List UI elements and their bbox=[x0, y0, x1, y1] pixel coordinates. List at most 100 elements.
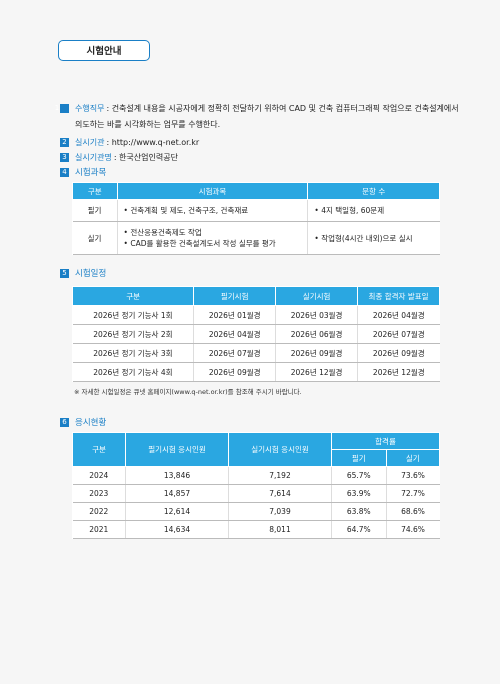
cell: 74.6% bbox=[385, 520, 440, 539]
row: 2026년 정기 기능사 2회 2026년 04월경 2026년 06월경 2026년… bbox=[72, 324, 440, 344]
row: 2026년 정기 기능사 4회 2026년 09월경 2026년 12월경 2026년… bbox=[72, 362, 440, 382]
info-label: 실시기관 bbox=[75, 138, 105, 147]
cell: 실기 bbox=[72, 221, 118, 255]
page-title: 시험안내 bbox=[58, 40, 150, 61]
header-cell: 필기 bbox=[331, 449, 387, 467]
cell: 65.7% bbox=[331, 466, 387, 485]
info-text: : http://www.q-net.or.kr bbox=[106, 138, 200, 147]
header-cell: 구분 bbox=[72, 182, 118, 200]
section-heading: 5 시험일정 bbox=[60, 266, 445, 282]
cell: 2026년 09월경 bbox=[193, 362, 276, 382]
info-item: 2 실시기관: http://www.q-net.or.kr bbox=[60, 135, 445, 151]
cell: 7,039 bbox=[228, 502, 332, 521]
header-cell: 최종 합격자 발표일 bbox=[357, 286, 440, 306]
info-item: 1 수행직무: 건축설계 내용을 시공자에게 정확히 전달하기 위하여 CAD 및… bbox=[55, 101, 460, 133]
cell: 14,857 bbox=[125, 484, 229, 503]
badge: 5 bbox=[60, 269, 69, 278]
section-title: 응시현황 bbox=[75, 418, 107, 428]
cell: 2026년 03월경 bbox=[275, 305, 358, 325]
cell: 2026년 09월경 bbox=[275, 343, 358, 363]
badge: 3 bbox=[60, 153, 69, 162]
cell: 2026년 04월경 bbox=[357, 305, 440, 325]
cell: 8,011 bbox=[228, 520, 332, 539]
badge: 6 bbox=[60, 418, 69, 427]
cell: 2026년 07월경 bbox=[357, 324, 440, 344]
cell: 7,192 bbox=[228, 466, 332, 485]
row: 2026년 정기 기능사 1회 2026년 01월경 2026년 03월경 2026년… bbox=[72, 305, 440, 325]
cell: 2021 bbox=[72, 520, 126, 539]
cell-line: • 건축계획 및 제도, 건축구조, 건축재료 bbox=[123, 206, 249, 215]
info-text: : 건축설계 내용을 시공자에게 정확히 전달하기 위하여 CAD 및 건축 컴… bbox=[75, 104, 459, 129]
row: 실기 • 전산응용건축제도 작업 • CAD를 활용한 건축설계도서 작성 실무를 … bbox=[72, 221, 440, 255]
row: 2021 14,634 8,011 64.7% 74.6% bbox=[72, 520, 440, 539]
cell: • 건축계획 및 제도, 건축구조, 건축재료 bbox=[116, 199, 308, 222]
cell: 2026년 04월경 bbox=[193, 324, 276, 344]
cell: 68.6% bbox=[385, 502, 440, 521]
header-row: 구분 필기시험 응시인원 실기시험 응시인원 합격률 bbox=[72, 432, 440, 467]
header-cell: 문항 수 bbox=[307, 182, 440, 200]
cell: • 전산응용건축제도 작업 • CAD를 활용한 건축설계도서 작성 실무를 평가 bbox=[116, 221, 308, 255]
cell: 2024 bbox=[72, 466, 126, 485]
header-cell: 필기시험 응시인원 bbox=[125, 432, 229, 467]
cell: 2023 bbox=[72, 484, 126, 503]
cell: • 4지 택일형, 60문제 bbox=[307, 199, 440, 222]
cell-line: • CAD를 활용한 건축설계도서 작성 실무를 평가 bbox=[123, 239, 276, 248]
badge: 1 bbox=[55, 104, 69, 113]
header-cell: 실기 bbox=[385, 449, 441, 467]
cell: 2022 bbox=[72, 502, 126, 521]
info-text: : 한국산업인력공단 bbox=[113, 153, 178, 162]
cell: 63.8% bbox=[331, 502, 387, 521]
note: ※ 자세한 시험일정은 큐넷 홈페이지(www.q-net.or.kr)를 참조… bbox=[74, 388, 302, 396]
info-item: 3 실시기관명: 한국산업인력공단 bbox=[60, 150, 445, 166]
header-cell: 실기시험 bbox=[275, 286, 359, 306]
cell: 13,846 bbox=[125, 466, 229, 485]
cell: 2026년 01월경 bbox=[193, 305, 276, 325]
info-label: 수행직무 bbox=[75, 104, 105, 113]
cell: 필기 bbox=[72, 199, 118, 222]
subheader-row: 필기 실기 bbox=[73, 449, 441, 467]
cell: • 작업형(4시간 내외)으로 실시 bbox=[307, 221, 440, 255]
cell: 73.6% bbox=[385, 466, 440, 485]
cell: 2026년 12월경 bbox=[275, 362, 358, 382]
cell-line: • 전산응용건축제도 작업 bbox=[123, 228, 202, 237]
cell: 14,634 bbox=[125, 520, 229, 539]
header-cell: 실기시험 응시인원 bbox=[228, 432, 332, 467]
header-cell: 구분 bbox=[72, 432, 126, 467]
header-row: 구분 필기시험 실기시험 최종 합격자 발표일 bbox=[71, 286, 440, 306]
header-cell: 필기시험 bbox=[193, 286, 277, 306]
row: 2024 13,846 7,192 65.7% 73.6% bbox=[72, 466, 440, 485]
cell: 2026년 정기 기능사 2회 bbox=[72, 324, 194, 344]
cell: 7,614 bbox=[228, 484, 332, 503]
subjects-table: 구분 시험과목 문항 수 필기 • 건축계획 및 제도, 건축구조, 건축재료 • 4지 … bbox=[72, 182, 440, 255]
cell: 2026년 09월경 bbox=[357, 343, 440, 363]
cell-line: • 작업형(4시간 내외)으로 실시 bbox=[314, 233, 413, 243]
cell: 2026년 07월경 bbox=[193, 343, 276, 363]
row: 2022 12,614 7,039 63.8% 68.6% bbox=[72, 502, 440, 521]
cell-line: • 4지 택일형, 60문제 bbox=[314, 206, 385, 215]
cell: 2026년 06월경 bbox=[275, 324, 358, 344]
section-title: 시험일정 bbox=[75, 269, 107, 279]
header-cell: 시험과목 bbox=[116, 182, 309, 200]
cell: 12,614 bbox=[125, 502, 229, 521]
row: 필기 • 건축계획 및 제도, 건축구조, 건축재료 • 4지 택일형, 60문제 bbox=[72, 199, 440, 222]
header-cell: 합격률 bbox=[331, 432, 440, 450]
row: 2023 14,857 7,614 63.9% 72.7% bbox=[72, 484, 440, 503]
cell: 63.9% bbox=[331, 484, 387, 503]
schedule-table: 구분 필기시험 실기시험 최종 합격자 발표일 2026년 정기 기능사 1회 2026년… bbox=[71, 286, 440, 382]
section-heading: 6 응시현황 bbox=[60, 415, 445, 431]
badge: 2 bbox=[60, 138, 69, 147]
cell: 2026년 정기 기능사 1회 bbox=[72, 305, 194, 325]
cell: 72.7% bbox=[385, 484, 440, 503]
row: 2026년 정기 기능사 3회 2026년 07월경 2026년 09월경 2026년… bbox=[72, 343, 440, 363]
section-heading: 4 시험과목 bbox=[60, 165, 445, 181]
header-cell: 구분 bbox=[71, 286, 195, 306]
cell: 64.7% bbox=[331, 520, 387, 539]
header-row: 구분 시험과목 문항 수 bbox=[72, 182, 440, 200]
info-label: 실시기관명 bbox=[75, 153, 112, 162]
cell: 2026년 정기 기능사 3회 bbox=[72, 343, 194, 363]
cell: 2026년 12월경 bbox=[357, 362, 440, 382]
section-title: 시험과목 bbox=[75, 168, 107, 178]
badge: 4 bbox=[60, 168, 69, 177]
status-table: 구분 필기시험 응시인원 실기시험 응시인원 합격률 필기 실기 2024 13,846 7,1… bbox=[72, 432, 441, 539]
